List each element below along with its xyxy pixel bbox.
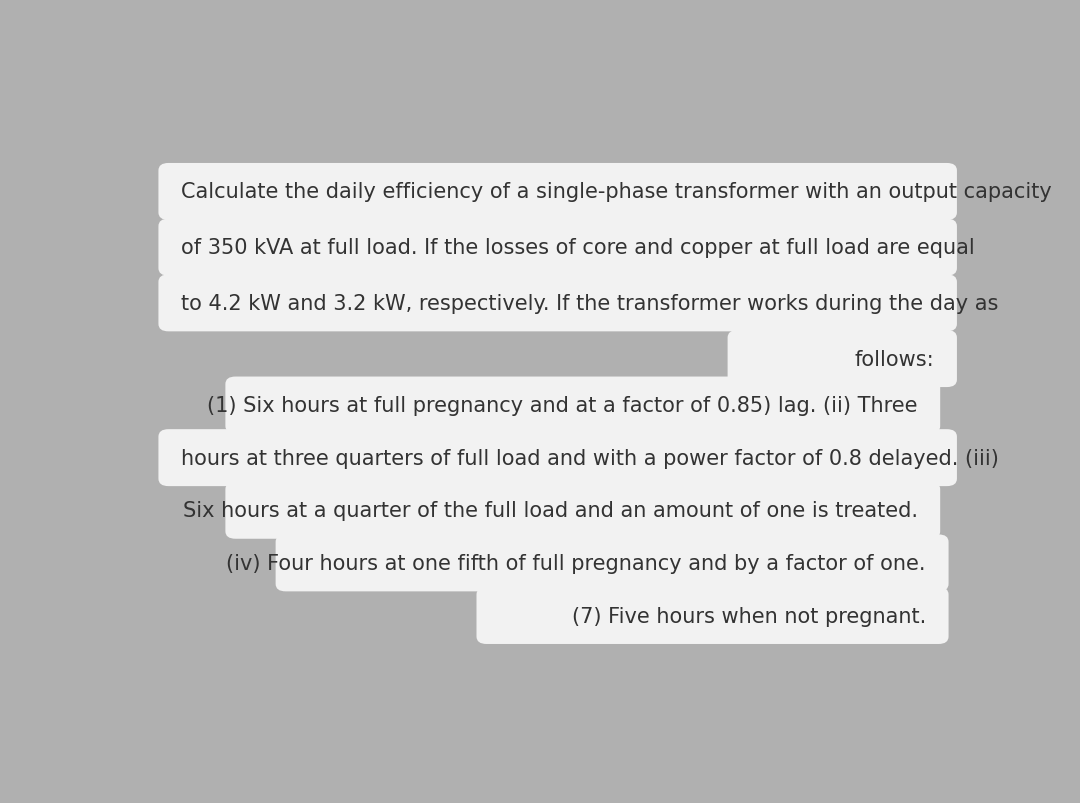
Text: of 350 kVA at full load. If the losses of core and copper at full load are equal: of 350 kVA at full load. If the losses o… <box>181 238 975 258</box>
FancyBboxPatch shape <box>159 219 957 276</box>
FancyBboxPatch shape <box>159 430 957 487</box>
FancyBboxPatch shape <box>226 377 941 434</box>
FancyBboxPatch shape <box>159 275 957 332</box>
FancyBboxPatch shape <box>275 535 948 592</box>
Text: hours at three quarters of full load and with a power factor of 0.8 delayed. (ii: hours at three quarters of full load and… <box>181 448 999 468</box>
Text: (iv) Four hours at one fifth of full pregnancy and by a factor of one.: (iv) Four hours at one fifth of full pre… <box>227 553 926 573</box>
FancyBboxPatch shape <box>476 587 948 644</box>
Text: Calculate the daily efficiency of a single-phase transformer with an output capa: Calculate the daily efficiency of a sing… <box>181 182 1052 202</box>
Text: (1) Six hours at full pregnancy and at a factor of 0.85) lag. (ii) Three: (1) Six hours at full pregnancy and at a… <box>207 396 918 415</box>
FancyBboxPatch shape <box>226 482 941 539</box>
Text: (7) Five hours when not pregnant.: (7) Five hours when not pregnant. <box>571 605 926 626</box>
Text: to 4.2 kW and 3.2 kW, respectively. If the transformer works during the day as: to 4.2 kW and 3.2 kW, respectively. If t… <box>181 294 998 313</box>
FancyBboxPatch shape <box>728 331 957 388</box>
Text: Six hours at a quarter of the full load and an amount of one is treated.: Six hours at a quarter of the full load … <box>183 500 918 520</box>
FancyBboxPatch shape <box>159 164 957 221</box>
Text: follows:: follows: <box>854 349 934 369</box>
